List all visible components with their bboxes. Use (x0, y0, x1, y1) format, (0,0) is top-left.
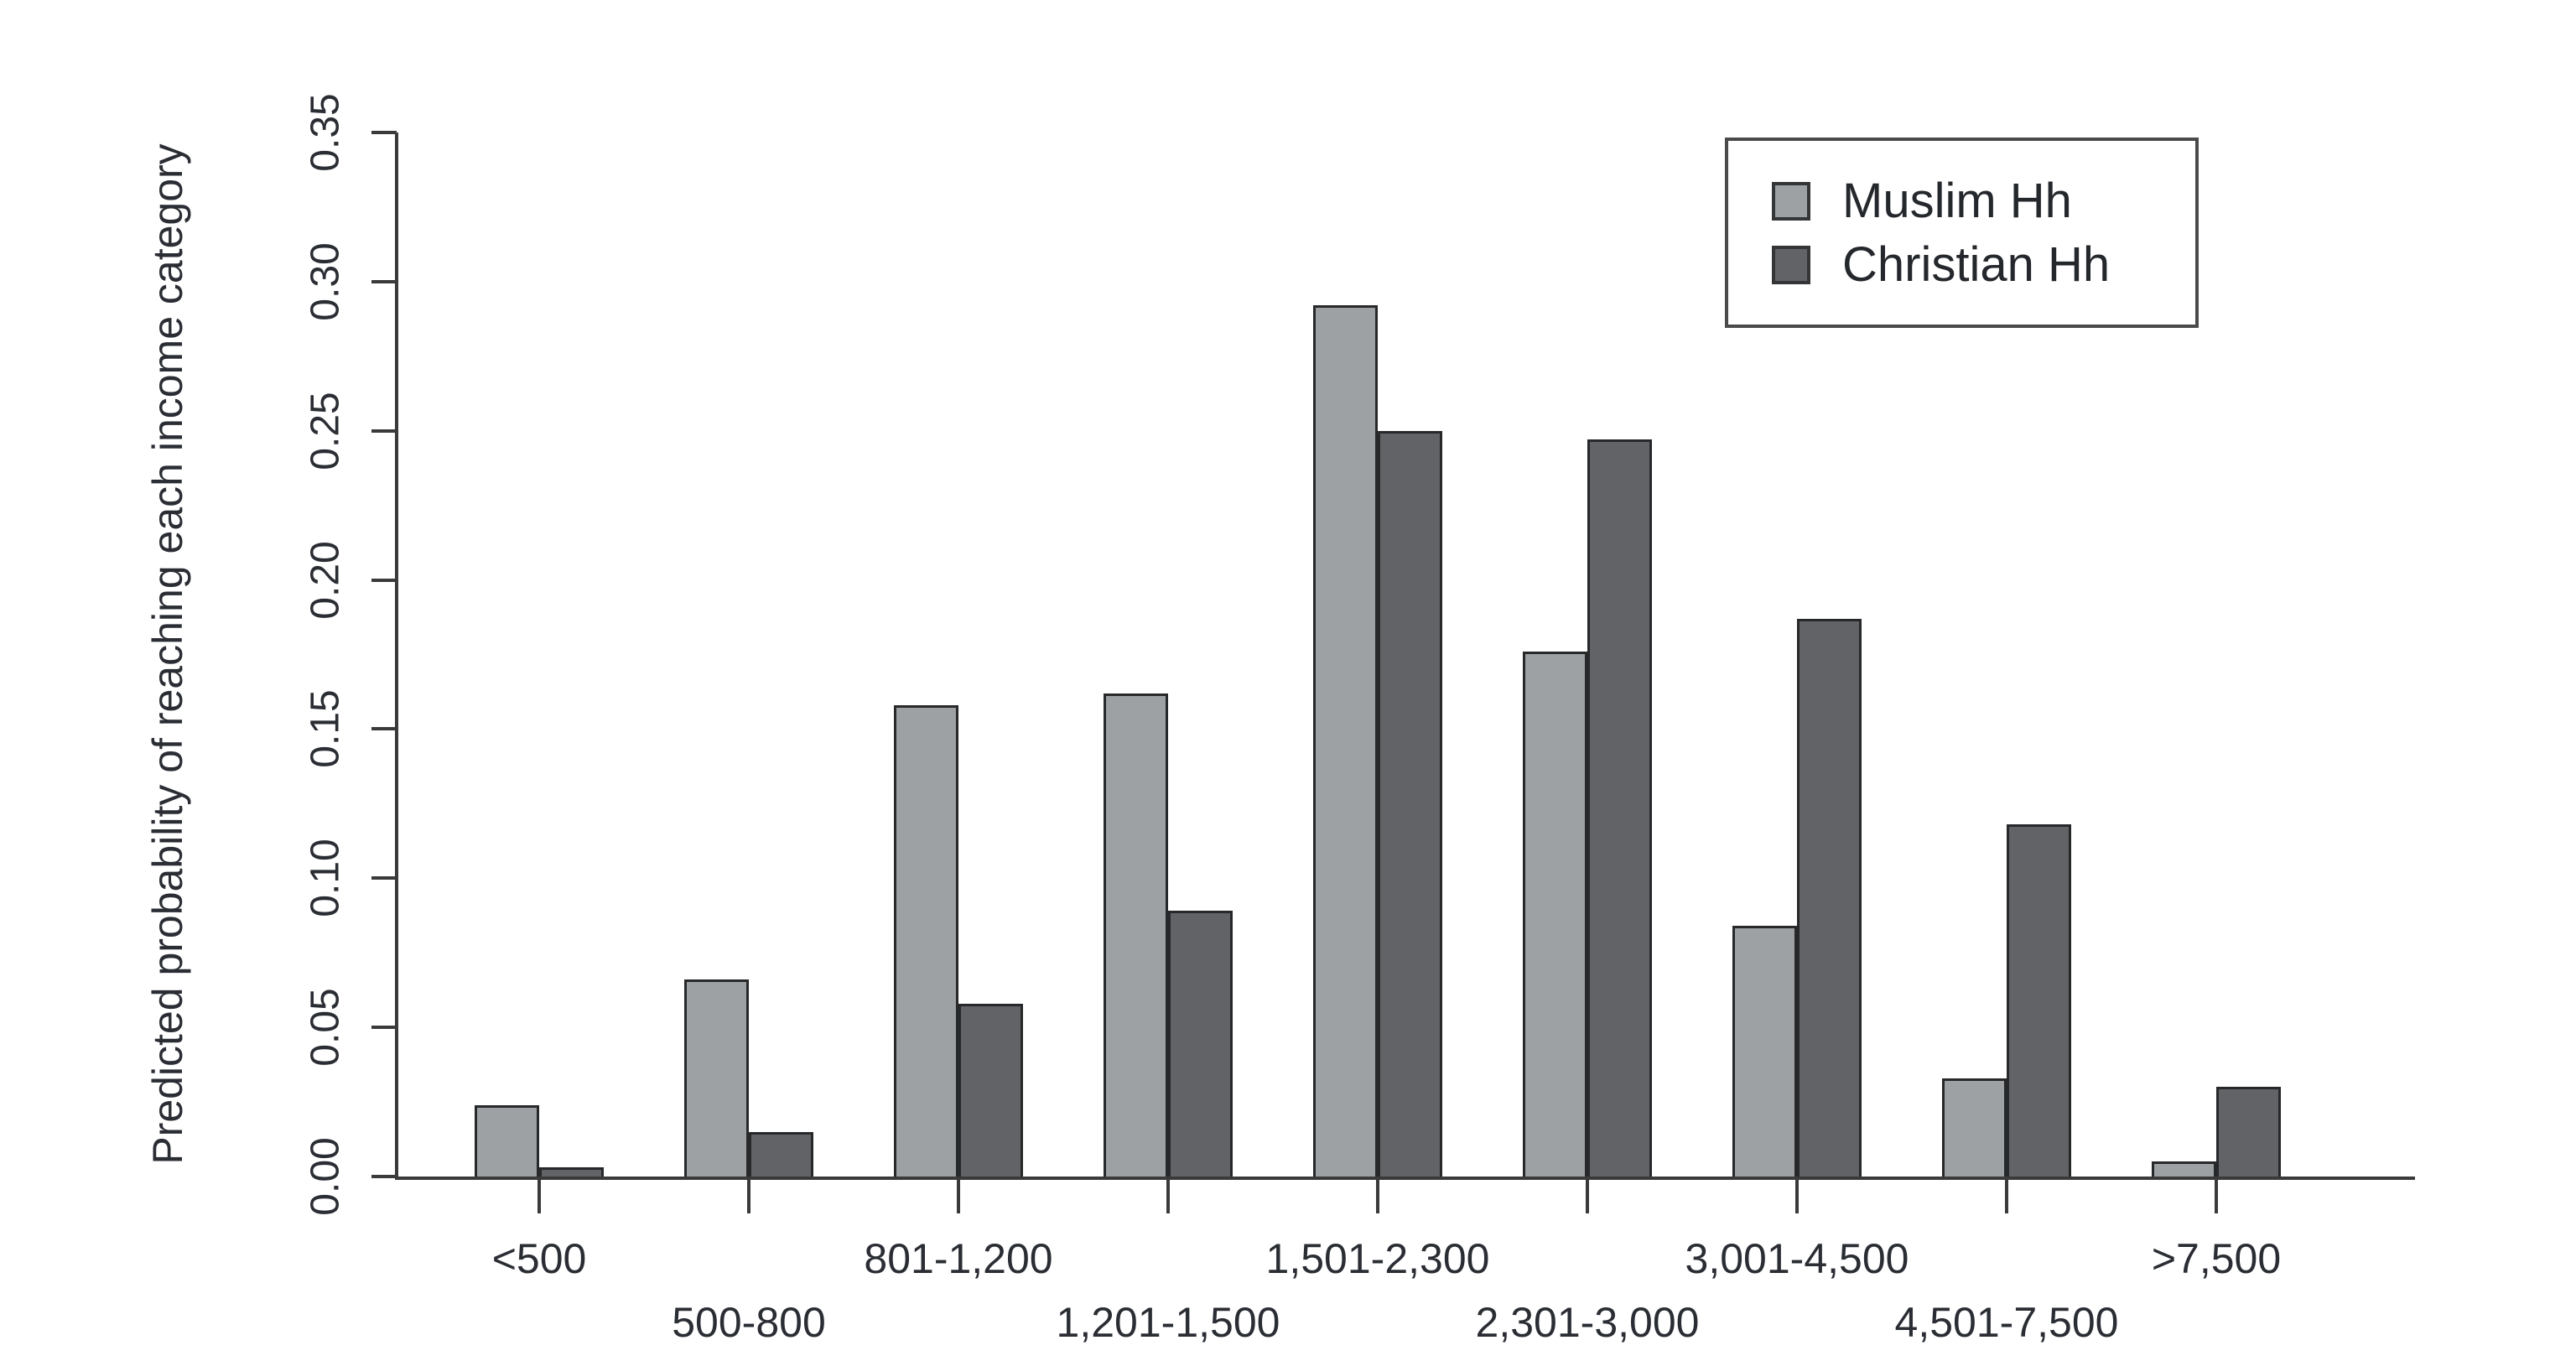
y-tick-label: 0.25 (303, 392, 348, 470)
x-tick (2215, 1180, 2218, 1213)
bar-christian-0 (539, 1167, 604, 1177)
legend-label-muslim: Muslim Hh (1842, 173, 2072, 228)
bar-muslim-2 (894, 705, 958, 1177)
x-tick (1795, 1180, 1799, 1213)
bar-muslim-3 (1104, 693, 1168, 1177)
bar-christian-3 (1168, 911, 1233, 1177)
legend-box: Muslim Hh Christian Hh (1725, 138, 2199, 328)
bar-muslim-0 (475, 1105, 539, 1177)
y-tick (371, 1026, 397, 1029)
bar-christian-8 (2216, 1087, 2281, 1177)
x-tick (1586, 1180, 1589, 1213)
bar-muslim-1 (684, 979, 749, 1177)
x-tick-label: 500-800 (672, 1299, 826, 1346)
bar-christian-5 (1587, 439, 1652, 1177)
y-tick (371, 876, 397, 880)
y-tick-label: 0.15 (303, 689, 348, 768)
legend-swatch-christian-icon (1772, 245, 1810, 284)
x-tick-label: 3,001-4,500 (1685, 1235, 1909, 1282)
x-axis-line (395, 1177, 2415, 1180)
y-tick (371, 579, 397, 582)
bar-muslim-7 (1942, 1078, 2007, 1177)
bar-muslim-8 (2152, 1161, 2216, 1177)
x-tick (1166, 1180, 1170, 1213)
x-tick (2005, 1180, 2008, 1213)
x-tick-label: <500 (491, 1235, 587, 1282)
x-tick (538, 1180, 541, 1213)
y-tick-label: 0.05 (303, 988, 348, 1067)
legend-item-christian: Christian Hh (1772, 236, 2195, 292)
y-tick-label: 0.20 (303, 541, 348, 620)
x-tick-label: 4,501-7,500 (1894, 1299, 2119, 1346)
y-tick-label: 0.30 (303, 242, 348, 321)
bar-muslim-5 (1523, 652, 1587, 1177)
y-tick-label: 0.00 (303, 1137, 348, 1216)
bar-christian-7 (2007, 824, 2071, 1177)
legend-item-muslim: Muslim Hh (1772, 173, 2195, 228)
x-tick (747, 1180, 750, 1213)
y-tick (371, 727, 397, 730)
x-tick-label: 1,501-2,300 (1265, 1235, 1490, 1282)
bar-christian-6 (1797, 619, 1862, 1177)
y-tick (371, 280, 397, 283)
x-tick-label: 801-1,200 (864, 1235, 1053, 1282)
bar-christian-2 (958, 1004, 1023, 1177)
y-tick (371, 1175, 397, 1178)
y-tick-label: 0.35 (303, 93, 348, 172)
bar-muslim-6 (1732, 926, 1797, 1177)
bar-christian-1 (749, 1132, 813, 1177)
y-axis-title: Predicted probability of reaching each i… (144, 143, 191, 1165)
bar-christian-4 (1378, 431, 1442, 1177)
y-tick (371, 429, 397, 433)
bar-muslim-4 (1313, 305, 1378, 1177)
y-axis-line (395, 132, 398, 1180)
x-tick (957, 1180, 960, 1213)
x-tick-label: 2,301-3,000 (1475, 1299, 1700, 1346)
x-tick-label: >7,500 (2151, 1235, 2282, 1282)
y-tick-label: 0.10 (303, 839, 348, 917)
legend-label-christian: Christian Hh (1842, 236, 2111, 292)
y-tick (371, 131, 397, 134)
x-tick (1376, 1180, 1379, 1213)
x-tick-label: 1,201-1,500 (1056, 1299, 1280, 1346)
legend-swatch-muslim-icon (1772, 181, 1810, 221)
